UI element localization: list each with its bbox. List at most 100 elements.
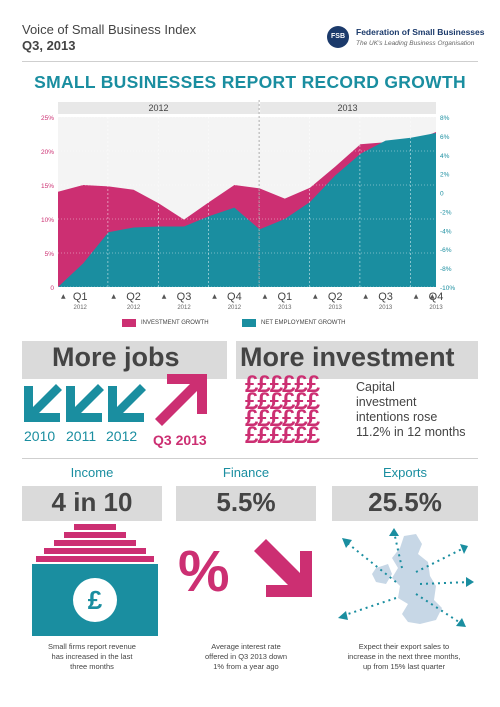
left-axis-tick: 0 — [50, 285, 54, 292]
up-arrow-icon — [155, 374, 207, 426]
year-band-2013 — [260, 102, 436, 114]
x-axis-marker: ▲ — [111, 293, 116, 300]
percent-down-arrow-icon: % — [178, 539, 312, 604]
fsb-logo: FSB — [327, 26, 349, 48]
x-axis-quarter-label: Q4 — [227, 291, 242, 303]
x-axis-quarter-label: Q3 — [177, 291, 192, 303]
right-axis-tick: -8% — [440, 266, 452, 273]
x-axis-year-label: 2013 — [379, 305, 393, 311]
income-label: Income — [70, 465, 114, 480]
investment-heading: More investment — [240, 342, 455, 372]
left-axis-tick: 15% — [41, 183, 54, 190]
left-axis-tick: 25% — [41, 115, 54, 122]
right-axis-tick: 0 — [440, 191, 444, 198]
x-axis-year-label: 2012 — [228, 305, 242, 311]
x-axis-year-label: 2013 — [429, 305, 443, 311]
pound-grid-icon: ££££££ ££££££ ££££££ ££££££ — [245, 373, 320, 449]
finance-description-line: Average interest rate — [211, 642, 281, 651]
right-axis-tick: 4% — [440, 153, 450, 160]
exports-value: 25.5% — [368, 487, 442, 517]
pound-row: ££££££ — [245, 422, 320, 449]
year-band-2012 — [58, 102, 260, 114]
x-axis-year-label: 2013 — [278, 305, 292, 311]
legend-swatch-employment — [242, 319, 256, 327]
x-axis-year-label: 2013 — [329, 305, 343, 311]
income-value-bar — [22, 486, 162, 521]
finance-label: Finance — [222, 465, 270, 480]
exports-description-line: Expect their export sales to — [358, 642, 450, 651]
x-axis-quarter-label: Q2 — [126, 291, 141, 303]
x-axis-marker: ▲ — [263, 293, 268, 300]
year-label-2012: 2012 — [149, 103, 169, 113]
exports-label: Exports — [382, 465, 428, 480]
legend-label-investment: INVESTMENT GROWTH — [141, 320, 209, 326]
left-axis-tick: 5% — [45, 251, 55, 258]
x-axis-marker: ▲ — [61, 293, 66, 300]
x-axis-marker: ▲ — [313, 293, 318, 300]
income-description-line: has increased in the last — [51, 652, 133, 661]
index-title: Voice of Small Business Index — [22, 22, 197, 37]
right-axis-tick: -2% — [440, 209, 452, 216]
svg-text:%: % — [178, 539, 230, 604]
investment-heading-bar — [236, 341, 478, 379]
exports-description-line: up from 15% last quarter — [362, 662, 446, 671]
net-employment-growth-area — [58, 133, 436, 287]
x-axis-marker: ▲ — [162, 293, 167, 300]
x-axis-marker: ▲ — [363, 293, 368, 300]
x-axis-quarter-label: Q1 — [73, 291, 88, 303]
finance-description-line: 1% from a year ago — [213, 662, 279, 671]
x-axis-quarter-label: Q3 — [378, 291, 393, 303]
right-axis-tick: -10% — [440, 285, 455, 292]
pound-row: ££££££ — [245, 405, 320, 432]
x-axis-quarter-label: Q4 — [429, 291, 444, 303]
x-axis-marker: ▲ — [430, 293, 435, 300]
left-axis-tick: 20% — [41, 149, 54, 156]
header-divider — [22, 61, 478, 62]
finance-value: 5.5% — [216, 487, 276, 517]
uk-export-map-icon — [338, 528, 474, 627]
org-name: Federation of Small Businesses — [356, 27, 485, 37]
jobs-year-2010: 2010 — [24, 428, 56, 444]
jobs-highlight-q3-2013: Q3 2013 — [153, 432, 207, 448]
main-title: SMALL BUSINESSES REPORT RECORD GROWTH — [34, 72, 466, 92]
right-axis-tick: -6% — [440, 247, 452, 254]
jobs-year-2012: 2012 — [106, 428, 138, 444]
investment-caption-line: intentions rose — [356, 410, 438, 424]
exports-description-line: increase in the next three months, — [347, 652, 461, 661]
income-description-line: Small firms report revenue — [48, 642, 136, 651]
investment-caption-line: 11.2% in 12 months — [356, 425, 466, 439]
x-axis-year-label: 2012 — [74, 305, 88, 311]
jobs-heading: More jobs — [52, 342, 180, 372]
section-divider — [22, 458, 478, 459]
investment-caption-line: Capital — [356, 380, 395, 394]
right-axis-tick: 2% — [440, 172, 450, 179]
x-axis-marker: ▲ — [414, 293, 419, 300]
right-axis-tick: 8% — [440, 115, 450, 122]
org-tagline: The UK's Leading Business Organisation — [356, 40, 475, 47]
income-value: 4 in 10 — [51, 487, 133, 517]
jobs-year-2011: 2011 — [66, 428, 97, 444]
exports-description: Expect their export sales to increase in… — [328, 642, 480, 672]
year-label-2013: 2013 — [338, 103, 358, 113]
x-axis-quarter-label: Q1 — [277, 291, 292, 303]
right-axis-tick: -4% — [440, 228, 452, 235]
exports-value-bar — [332, 486, 478, 521]
x-axis-marker: ▲ — [212, 293, 217, 300]
right-axis-tick: 6% — [440, 134, 450, 141]
x-axis-year-label: 2012 — [177, 305, 191, 311]
index-quarter: Q3, 2013 — [22, 38, 76, 53]
investment-caption-line: investment — [356, 395, 417, 409]
x-axis-year-label: 2012 — [127, 305, 141, 311]
finance-description: Average interest rate offered in Q3 2013… — [176, 642, 316, 672]
left-axis-tick: 10% — [41, 217, 54, 224]
down-arrows-icon — [24, 384, 146, 422]
svg-text:£: £ — [88, 585, 103, 615]
growth-area-chart: 2012 2013 0 5% 10% 15% 20% 25% -10% -8% -6% -4% -2% 0… — [41, 100, 455, 311]
finance-description-line: offered in Q3 2013 down — [204, 652, 287, 661]
income-description-line: three months — [70, 662, 114, 671]
x-axis-quarter-label: Q2 — [328, 291, 343, 303]
finance-value-bar — [176, 486, 316, 521]
pound-coin-stack-icon: £ — [32, 524, 158, 636]
legend-swatch-investment — [122, 319, 136, 327]
pound-row: ££££££ — [245, 388, 320, 415]
